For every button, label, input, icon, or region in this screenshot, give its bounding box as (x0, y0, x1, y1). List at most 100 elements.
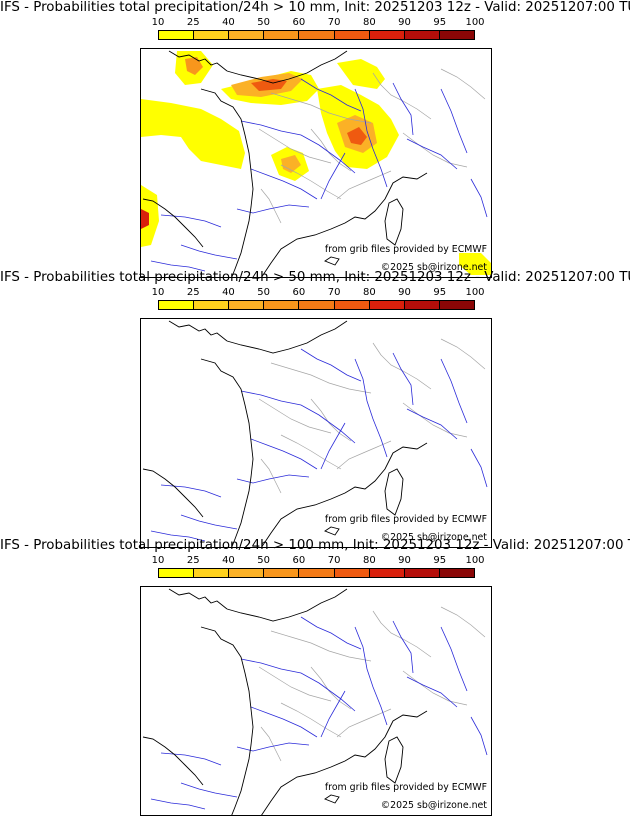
colorbar (158, 568, 475, 578)
river (180, 514, 238, 530)
colorbar-segment (194, 31, 230, 39)
coastline (226, 320, 348, 354)
colorbar-tick-label: 10 (151, 555, 165, 566)
colorbar-segment (369, 301, 405, 309)
colorbar-segment (334, 31, 370, 39)
region-border (336, 170, 392, 200)
region-border (258, 398, 332, 434)
coastline (261, 710, 428, 815)
france-map (141, 50, 491, 277)
coastline (200, 88, 254, 277)
colorbar-segment (334, 301, 370, 309)
colorbar-segment (229, 31, 265, 39)
region-border (260, 458, 282, 494)
region-border (310, 398, 352, 442)
coastline (168, 320, 228, 342)
region-border (310, 128, 352, 172)
colorbar-tick-label: 25 (186, 555, 200, 566)
colorbar-tick-label: 25 (186, 17, 200, 28)
colorbar-ticks: 10 25 40 50 60 70 80 90 95 100 (0, 17, 630, 29)
river (320, 422, 346, 470)
colorbar-tick-label: 70 (327, 17, 341, 28)
precip-area (281, 155, 301, 173)
colorbar-tick-label: 80 (362, 287, 376, 298)
river (250, 706, 318, 738)
colorbar-tick-label: 50 (257, 17, 271, 28)
colorbar-segment (194, 569, 230, 577)
river (236, 742, 310, 752)
river (392, 352, 414, 406)
region-border (402, 670, 468, 706)
precip-area (459, 253, 491, 275)
colorbar-segment (159, 301, 195, 309)
river (250, 438, 318, 470)
coastline (384, 468, 404, 516)
river (160, 752, 222, 766)
colorbar (158, 30, 475, 40)
river (406, 408, 458, 440)
region-border (372, 610, 432, 658)
colorbar-tick-label: 60 (292, 555, 306, 566)
colorbar-segment (334, 569, 370, 577)
region-border (440, 338, 486, 370)
map-panel-10mm: IFS - Probabilities total precipitation/… (0, 0, 630, 278)
river (180, 244, 238, 260)
river (320, 152, 346, 200)
coastline (324, 256, 340, 266)
source-credit: from grib files provided by ECMWF (324, 244, 487, 255)
colorbar-segment (264, 31, 300, 39)
region-border (270, 362, 372, 394)
map-frame: from grib files provided by ECMWF ©2025 … (140, 586, 492, 816)
map-panel-100mm: IFS - Probabilities total precipitation/… (0, 538, 630, 816)
map-frame: from grib files provided by ECMWF ©2025 … (140, 318, 492, 548)
coastline (168, 588, 228, 610)
river (440, 88, 468, 154)
coastline (200, 358, 254, 547)
colorbar-segment (229, 301, 265, 309)
coastline (142, 198, 204, 248)
river (180, 782, 238, 798)
coastline (168, 50, 228, 72)
region-border (260, 726, 282, 762)
panel-title: IFS - Probabilities total precipitation/… (0, 538, 630, 553)
region-border (280, 434, 342, 470)
colorbar-tick-label: 95 (433, 17, 447, 28)
region-border (402, 132, 468, 168)
colorbar-tick-label: 60 (292, 17, 306, 28)
colorbar-segment (439, 301, 474, 309)
coastline (200, 626, 254, 815)
colorbar (158, 300, 475, 310)
map-frame: from grib files provided by ECMWF ©2025 … (140, 48, 492, 278)
colorbar-tick-label: 10 (151, 287, 165, 298)
river (440, 358, 468, 424)
colorbar-tick-label: 95 (433, 287, 447, 298)
coastline (324, 794, 340, 804)
river (160, 484, 222, 498)
precip-area (141, 99, 245, 169)
colorbar-segment (264, 301, 300, 309)
river (240, 390, 356, 444)
source-credit: from grib files provided by ECMWF (324, 514, 487, 525)
colorbar-segment (299, 569, 335, 577)
river (300, 616, 362, 650)
colorbar-segment (404, 31, 440, 39)
colorbar-tick-label: 95 (433, 555, 447, 566)
river (240, 120, 356, 174)
precip-area (141, 185, 159, 247)
river (440, 626, 468, 692)
river (240, 658, 356, 712)
colorbar-tick-label: 60 (292, 287, 306, 298)
river (160, 214, 222, 228)
coastline (384, 198, 404, 246)
colorbar-segment (299, 31, 335, 39)
river (470, 448, 488, 488)
colorbar-segment (194, 301, 230, 309)
river (392, 82, 414, 136)
region-border (310, 666, 352, 710)
panel-title: IFS - Probabilities total precipitation/… (0, 0, 630, 15)
river (470, 178, 488, 218)
france-map (142, 588, 488, 815)
coastline (324, 526, 340, 536)
region-border (280, 164, 342, 200)
river (406, 138, 458, 170)
